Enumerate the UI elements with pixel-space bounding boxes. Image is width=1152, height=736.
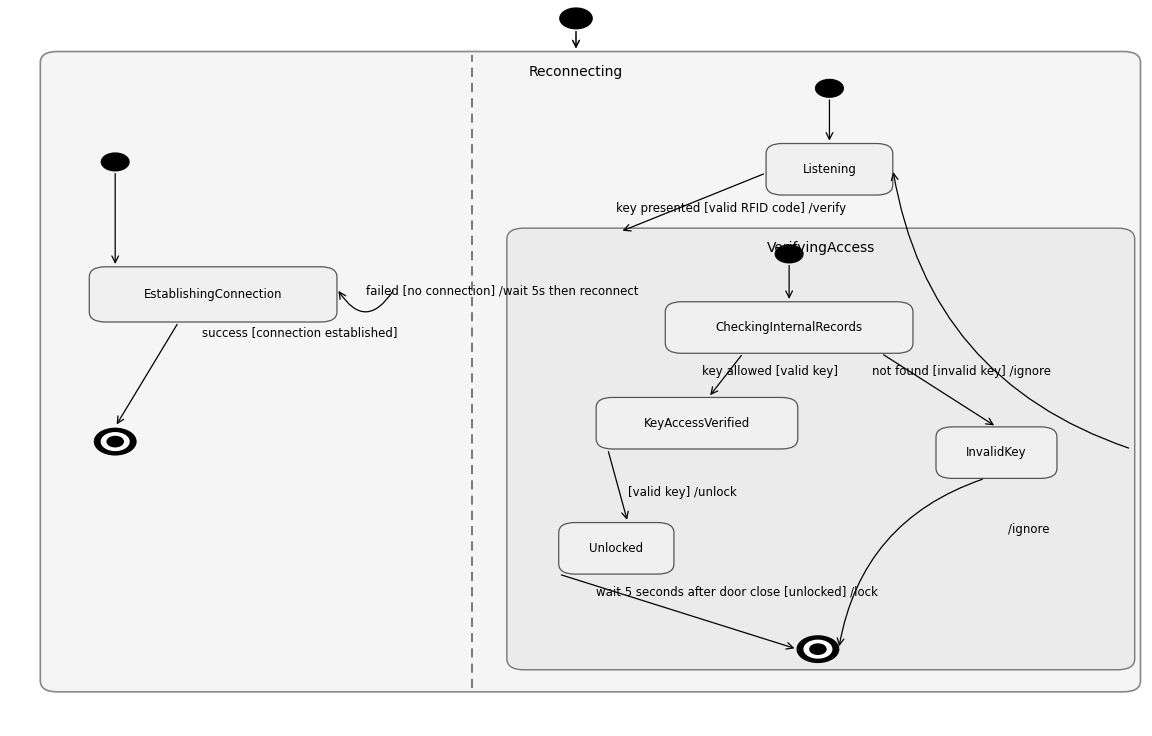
Text: key allowed [valid key]: key allowed [valid key]	[702, 364, 838, 378]
Text: Reconnecting: Reconnecting	[529, 65, 623, 79]
Text: not found [invalid key] /ignore: not found [invalid key] /ignore	[872, 364, 1052, 378]
Text: CheckingInternalRecords: CheckingInternalRecords	[715, 321, 863, 334]
FancyBboxPatch shape	[935, 427, 1058, 478]
Text: Unlocked: Unlocked	[590, 542, 643, 555]
Text: key presented [valid RFID code] /verify: key presented [valid RFID code] /verify	[616, 202, 847, 216]
Text: InvalidKey: InvalidKey	[967, 446, 1026, 459]
Text: VerifyingAccess: VerifyingAccess	[767, 241, 874, 255]
Text: [valid key] /unlock: [valid key] /unlock	[628, 486, 736, 499]
FancyBboxPatch shape	[559, 523, 674, 574]
Text: success [connection established]: success [connection established]	[202, 325, 397, 339]
Circle shape	[797, 636, 839, 662]
Circle shape	[101, 433, 129, 450]
Circle shape	[816, 79, 843, 97]
Text: wait 5 seconds after door close [unlocked] /lock: wait 5 seconds after door close [unlocke…	[597, 585, 878, 598]
Text: failed [no connection] /wait 5s then reconnect: failed [no connection] /wait 5s then rec…	[365, 284, 638, 297]
FancyBboxPatch shape	[40, 52, 1140, 692]
Circle shape	[804, 640, 832, 658]
FancyBboxPatch shape	[766, 144, 893, 195]
Circle shape	[560, 8, 592, 29]
Text: KeyAccessVerified: KeyAccessVerified	[644, 417, 750, 430]
Circle shape	[775, 245, 803, 263]
FancyBboxPatch shape	[507, 228, 1135, 670]
Text: EstablishingConnection: EstablishingConnection	[144, 288, 282, 301]
Circle shape	[107, 436, 123, 447]
Circle shape	[810, 644, 826, 654]
Circle shape	[94, 428, 136, 455]
FancyBboxPatch shape	[90, 267, 336, 322]
FancyBboxPatch shape	[597, 397, 797, 449]
Text: Listening: Listening	[803, 163, 856, 176]
FancyBboxPatch shape	[665, 302, 912, 353]
Circle shape	[101, 153, 129, 171]
Text: /ignore: /ignore	[1008, 523, 1049, 537]
